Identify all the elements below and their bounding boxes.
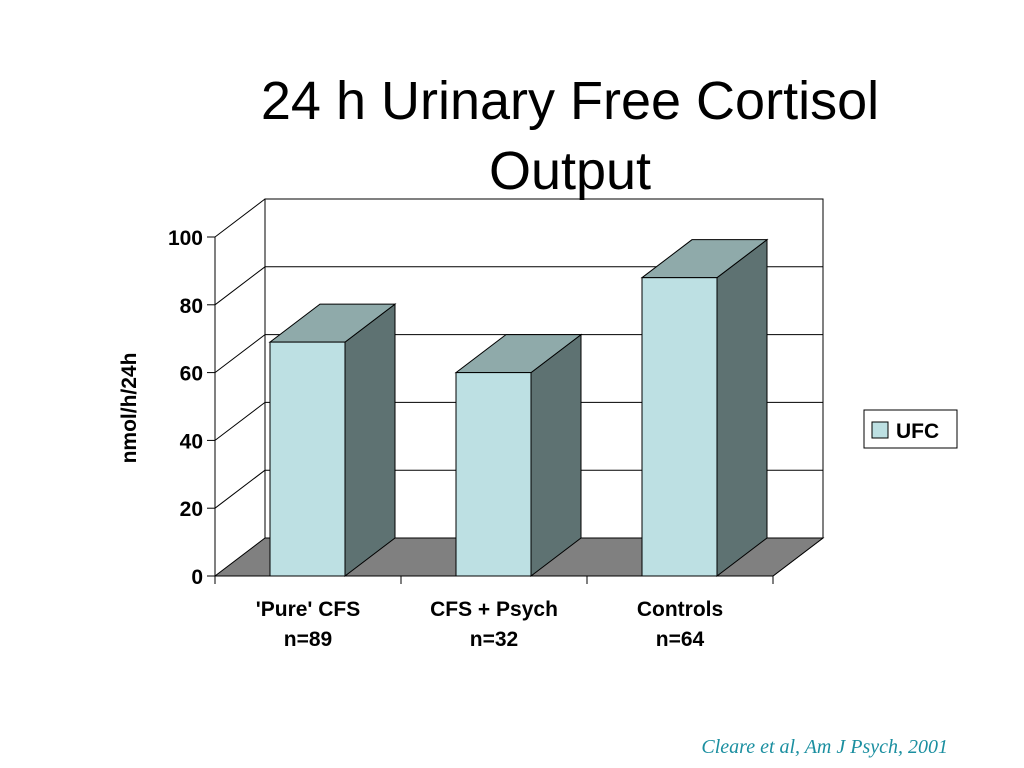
bar-front-2	[641, 277, 718, 577]
y-tick-label-1: 20	[180, 498, 203, 521]
bar-1	[454, 333, 583, 578]
chart-title: 24 h Urinary Free Cortisol Output	[170, 66, 970, 206]
y-tick-label-0: 0	[191, 566, 203, 589]
x-category-label-1-line-0: CFS + Psych	[430, 598, 558, 621]
grid-diagonal-5	[214, 198, 266, 238]
grid-diagonal-3	[214, 334, 266, 373]
bar-0	[268, 303, 397, 578]
x-category-label-0-line-0: 'Pure' CFS	[256, 598, 361, 621]
x-category-label-1: CFS + Psych n=32	[430, 598, 558, 651]
x-category-label-2-line-0: Controls	[637, 598, 723, 621]
bar-front-0	[269, 341, 346, 577]
legend-swatch-ufc	[871, 421, 889, 439]
chart-title-line-2: Output	[488, 141, 652, 201]
grid-diagonal-4	[214, 266, 266, 306]
grid-diagonal-2	[214, 402, 266, 441]
chart-bars	[268, 238, 769, 578]
bar-2	[640, 238, 769, 578]
bar-side-0	[344, 303, 396, 578]
x-category-label-0-line-1: n=89	[284, 628, 332, 651]
y-tick-label-3: 60	[180, 363, 203, 386]
y-tick-label-4: 80	[180, 295, 203, 318]
x-category-label-2-line-1: n=64	[656, 628, 705, 651]
legend: UFC	[863, 409, 958, 449]
y-axis-label: nmol/h/24h	[118, 353, 141, 464]
citation: Cleare et al, Am J Psych, 2001	[701, 736, 948, 758]
grid-diagonal-1	[214, 469, 266, 509]
x-category-label-1-line-1: n=32	[470, 628, 518, 651]
x-category-label-2: Controls n=64	[637, 598, 723, 651]
y-tick-labels: 0 20 40 60 80 100	[168, 227, 203, 589]
x-category-label-0: 'Pure' CFS n=89	[256, 598, 361, 651]
chart-axes	[207, 236, 774, 584]
y-tick-label-5: 100	[168, 227, 203, 250]
bar-side-2	[716, 238, 768, 578]
y-tick-label-2: 40	[180, 430, 203, 453]
x-category-labels: 'Pure' CFS n=89 CFS + Psych n=32 Controls n=6…	[256, 598, 723, 651]
legend-label-ufc: UFC	[896, 420, 939, 443]
chart-title-line-1: 24 h Urinary Free Cortisol	[260, 71, 880, 131]
bar-front-1	[455, 372, 532, 577]
bar-side-1	[530, 333, 582, 578]
